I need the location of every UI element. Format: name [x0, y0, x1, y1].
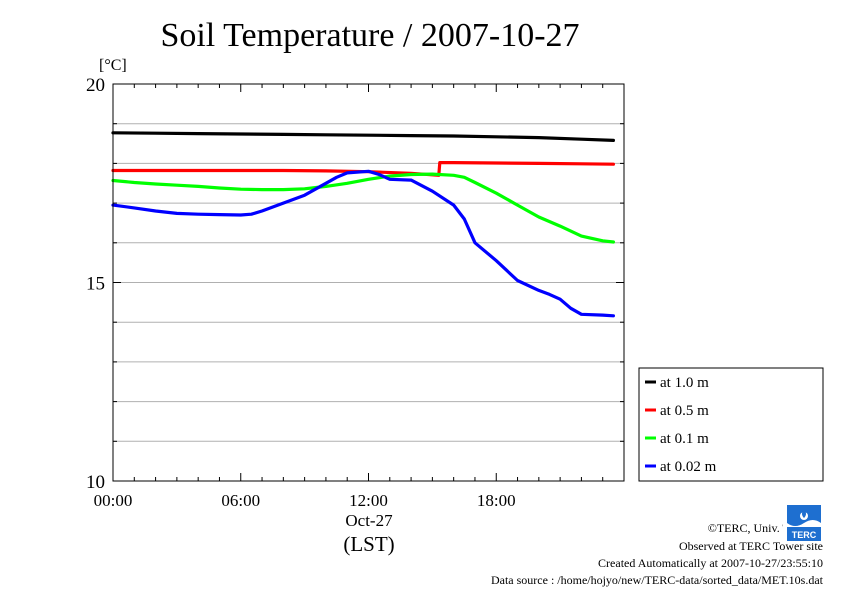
data-source-text: Data source : /home/hojyo/new/TERC-data/…	[490, 573, 823, 587]
x-tick-label: 18:00	[477, 491, 516, 510]
logo-text: TERC	[792, 530, 817, 540]
plot-frame	[112, 83, 625, 482]
legend-label: at 1.0 m	[660, 375, 709, 391]
x-tick-label: 12:00	[349, 491, 388, 510]
series-line	[111, 161, 616, 177]
x-axis-ticks: 00:00 06:00 12:00 18:00	[94, 84, 625, 510]
y-tick-label: 20	[86, 75, 105, 96]
y-axis-ticks: 10 15 20	[86, 75, 624, 493]
x-tick-label: 06:00	[221, 491, 260, 510]
created-timestamp-text: Created Automatically at 2007-10-27/23:5…	[598, 556, 823, 570]
legend-label: at 0.5 m	[660, 403, 709, 419]
series-line	[111, 172, 616, 244]
legend-label: at 0.1 m	[660, 431, 709, 447]
series-lines	[111, 131, 616, 318]
x-zone-label: (LST)	[343, 532, 394, 556]
y-tick-label: 15	[86, 274, 105, 295]
terc-logo: TERC	[783, 503, 825, 543]
x-tick-label: 00:00	[94, 491, 133, 510]
legend-label: at 0.02 m	[660, 459, 717, 475]
y-tick-label: 10	[86, 472, 105, 493]
y-unit-label: [°C]	[99, 57, 127, 74]
series-line	[111, 131, 616, 142]
grid-lines	[113, 123, 624, 442]
chart-title: Soil Temperature / 2007-10-27	[160, 17, 579, 54]
legend-box	[638, 367, 824, 482]
x-date-label: Oct-27	[345, 511, 393, 530]
series-line	[111, 169, 616, 318]
legend: at 1.0 m at 0.5 m at 0.1 m at 0.02 m	[638, 367, 824, 482]
